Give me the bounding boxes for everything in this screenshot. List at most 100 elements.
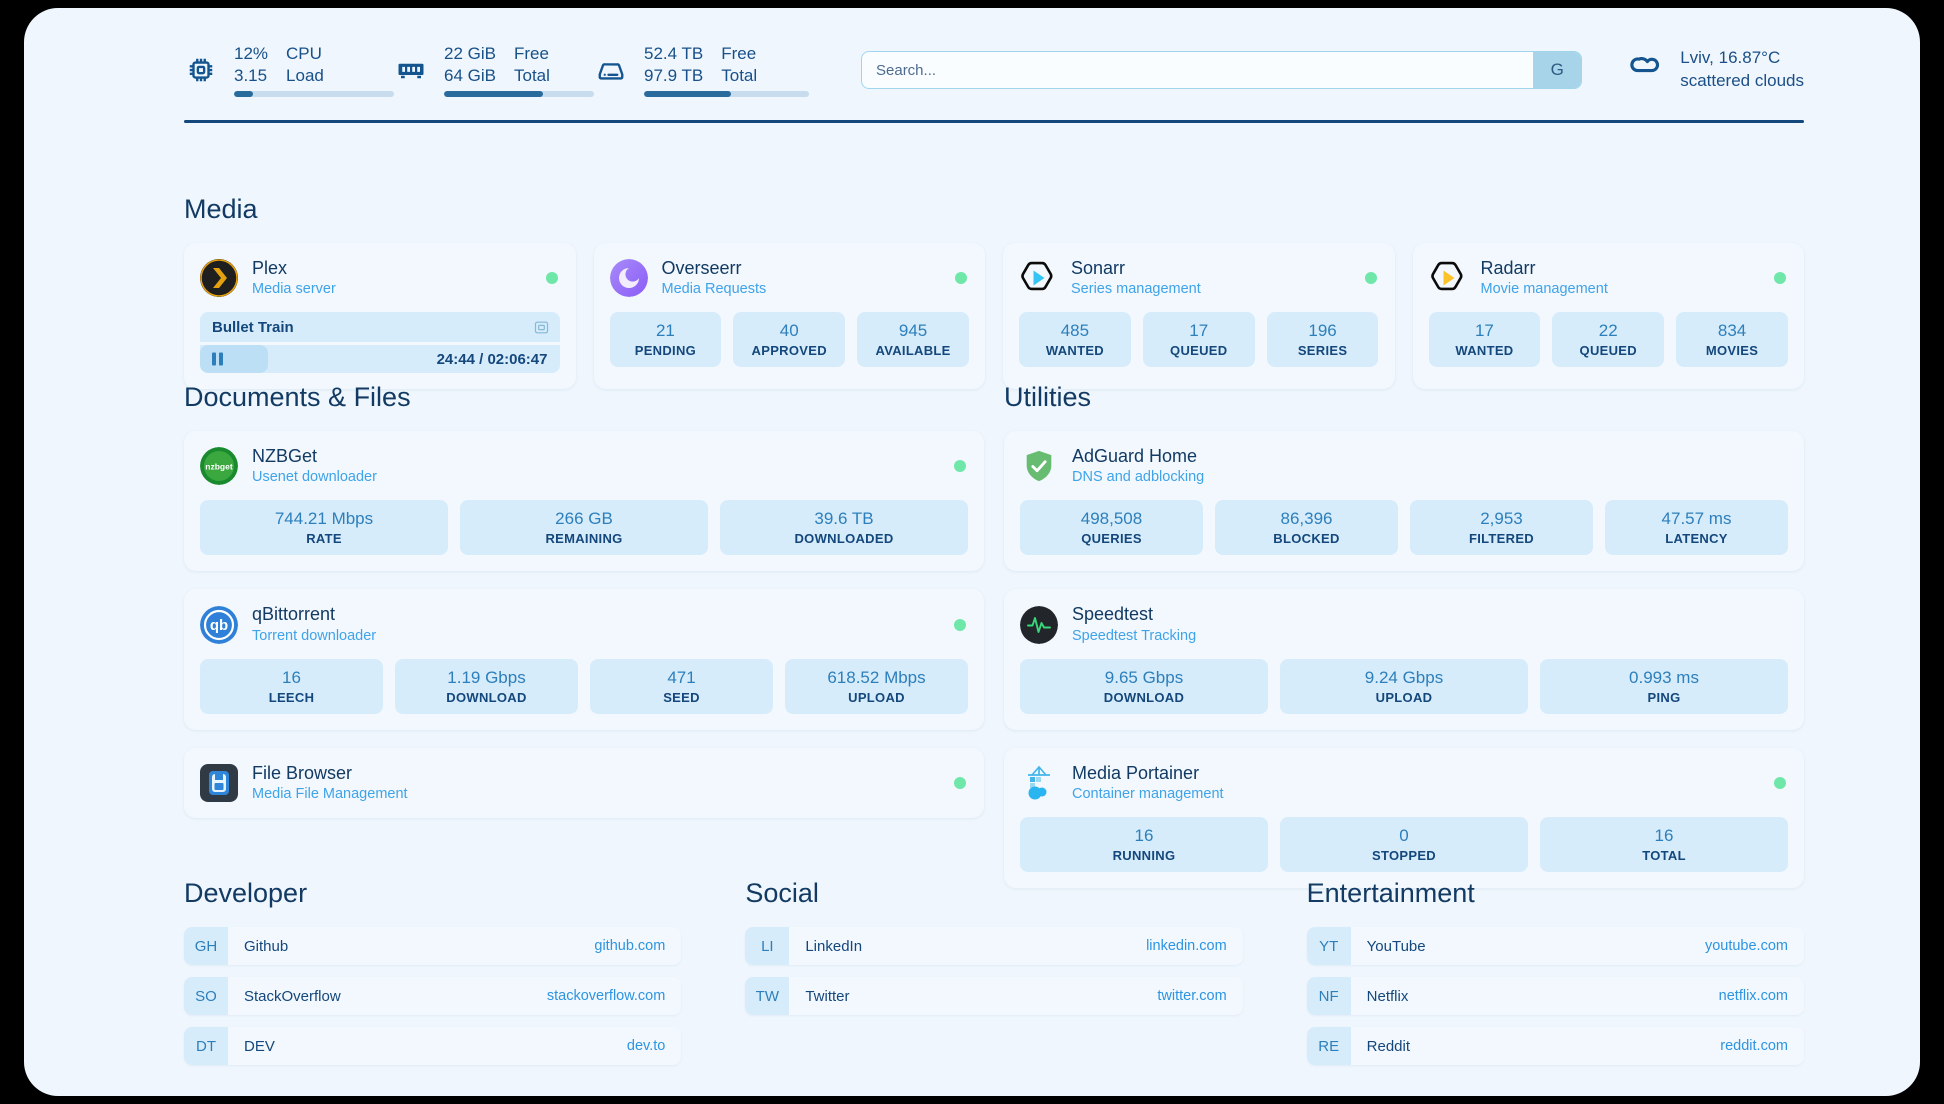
bookmark-item[interactable]: TW Twitter twitter.com: [745, 977, 1243, 1015]
card-subtitle: Torrent downloader: [252, 627, 377, 644]
card-title: qBittorrent: [252, 604, 336, 625]
bookmark-url[interactable]: youtube.com: [1704, 938, 1788, 954]
card-title: Radarr: [1480, 258, 1536, 278]
storage-progress-bar: [644, 90, 809, 97]
stat-box: 21 PENDING: [609, 312, 722, 368]
bookmark-url[interactable]: github.com: [594, 938, 666, 954]
memory-progress-bar: [444, 90, 594, 97]
service-card-sonarr[interactable]: Sonarr Series management 485 WANTED 17 Q…: [1003, 243, 1395, 390]
stat-value: 471: [667, 667, 696, 687]
stat-value: 744.21 Mbps: [274, 509, 374, 529]
pause-icon[interactable]: [212, 352, 223, 366]
stat-label: LEECH: [268, 689, 315, 705]
stat-value: 47.57 ms: [1661, 509, 1732, 529]
stat-label: DOWNLOAD: [1103, 689, 1185, 705]
stat-value: 266 GB: [555, 509, 613, 529]
utilities-section: Utilities AdGuard Home DNS and adblockin…: [1004, 382, 1804, 889]
bookmark-url[interactable]: reddit.com: [1720, 1038, 1788, 1054]
stat-box: 485 WANTED: [1019, 312, 1131, 368]
cast-icon[interactable]: [533, 319, 550, 336]
bookmark-item[interactable]: LI LinkedIn linkedin.com: [745, 927, 1243, 965]
stat-value: 0.993 ms: [1629, 667, 1699, 687]
stat-box: 2,953 FILTERED: [1410, 500, 1593, 556]
bookmark-url[interactable]: stackoverflow.com: [546, 988, 666, 1004]
bookmark-group-developer: Developer GH Github github.com SO StackO…: [184, 878, 682, 1077]
bookmark-item[interactable]: SO StackOverflow stackoverflow.com: [184, 977, 682, 1015]
stat-label: APPROVED: [751, 343, 827, 359]
bookmark-url[interactable]: dev.to: [626, 1038, 666, 1054]
status-dot-online: [1364, 272, 1377, 285]
plex-player[interactable]: Bullet Train 24:44 / 02:06:47: [200, 312, 560, 374]
cloud-icon: [1622, 49, 1664, 91]
search-input[interactable]: [862, 52, 1534, 88]
memory-label2: Total: [513, 65, 550, 85]
adguard-shield-icon: [1020, 447, 1058, 485]
stat-box: 0 STOPPED: [1280, 817, 1528, 873]
cpu-value2: 3.15: [234, 65, 268, 85]
card-subtitle: Media server: [252, 281, 336, 298]
service-card-qbittorrent[interactable]: qb qBittorrent Torrent downloader 16 LEE…: [184, 589, 984, 730]
service-card-media-portainer[interactable]: Media Portainer Container management 16 …: [1004, 747, 1804, 889]
stat-box: 17 WANTED: [1428, 312, 1541, 368]
stat-value: 1.19 Gbps: [447, 667, 526, 687]
search-box[interactable]: G: [861, 51, 1583, 89]
cpu-label2: Load: [286, 65, 324, 85]
media-section: Media Plex Media server: [184, 194, 1804, 390]
plex-icon: [200, 259, 238, 298]
card-subtitle: DNS and adblocking: [1072, 469, 1205, 486]
service-card-overseerr[interactable]: Overseerr Media Requests 21 PENDING 40 A…: [593, 243, 985, 390]
stat-label: WANTED: [1045, 343, 1104, 359]
bookmark-abbr: NF: [1306, 977, 1351, 1015]
speedtest-icon: [1020, 605, 1058, 644]
service-card-speedtest[interactable]: Speedtest Speedtest Tracking 9.65 Gbps D…: [1004, 589, 1804, 730]
bookmark-item[interactable]: NF Netflix netflix.com: [1306, 977, 1804, 1015]
cpu-progress-bar: [234, 90, 394, 97]
bookmark-group-social: Social LI LinkedIn linkedin.com TW Twitt…: [745, 878, 1243, 1077]
storage-label: Free: [721, 44, 757, 64]
bookmark-item[interactable]: YT YouTube youtube.com: [1306, 927, 1804, 965]
stat-label: RUNNING: [1112, 848, 1176, 864]
documents-section: Documents & Files nzbget NZBGet Usenet d…: [184, 382, 984, 819]
stat-label: SERIES: [1297, 343, 1348, 359]
stat-value: 16: [1134, 826, 1154, 846]
stat-box: 16 TOTAL: [1540, 817, 1788, 873]
bookmark-abbr: LI: [745, 927, 790, 965]
playback-progress-bar[interactable]: [200, 345, 269, 374]
bookmark-name: YouTube: [1366, 937, 1426, 955]
storage-value: 52.4 TB: [644, 44, 704, 64]
bookmark-item[interactable]: GH Github github.com: [184, 927, 682, 965]
service-card-adguard-home[interactable]: AdGuard Home DNS and adblocking 498,508 …: [1004, 431, 1804, 572]
search-submit-button[interactable]: G: [1533, 52, 1582, 88]
bookmark-url[interactable]: linkedin.com: [1146, 938, 1227, 954]
bookmark-url[interactable]: twitter.com: [1157, 988, 1227, 1004]
bookmark-item[interactable]: RE Reddit reddit.com: [1306, 1027, 1804, 1065]
bookmark-url[interactable]: netflix.com: [1718, 988, 1788, 1004]
card-title: AdGuard Home: [1072, 446, 1198, 466]
stat-box: 9.65 Gbps DOWNLOAD: [1020, 658, 1268, 714]
stat-label: LATENCY: [1665, 531, 1728, 547]
header-bar: 12% 3.15 CPU Load: [184, 34, 1804, 106]
card-title: NZBGet: [252, 446, 318, 466]
stat-box: 618.52 Mbps UPLOAD: [785, 658, 968, 714]
status-dot-online: [1774, 272, 1786, 285]
stat-value: 21: [655, 321, 675, 341]
memory-value2: 64 GiB: [444, 65, 496, 85]
stat-label: DOWNLOADED: [794, 531, 894, 547]
service-card-radarr[interactable]: Radarr Movie management 17 WANTED 22 QUE…: [1412, 243, 1804, 390]
bookmark-abbr: DT: [184, 1027, 228, 1065]
header-divider: [184, 120, 1804, 123]
bookmark-group-title: Developer: [184, 878, 308, 908]
weather-condition: scattered clouds: [1680, 71, 1804, 90]
card-title: Media Portainer: [1072, 762, 1200, 783]
playback-time: 24:44 / 02:06:47: [436, 350, 548, 368]
bookmark-item[interactable]: DT DEV dev.to: [184, 1027, 682, 1065]
card-subtitle: Container management: [1072, 786, 1224, 803]
card-title: File Browser: [252, 762, 353, 783]
svg-text:qb: qb: [210, 617, 228, 634]
service-card-nzbget[interactable]: nzbget NZBGet Usenet downloader 744.21 M…: [184, 431, 984, 572]
bookmark-group-title: Social: [745, 878, 819, 908]
bookmark-abbr: TW: [745, 977, 790, 1015]
bookmark-abbr: YT: [1306, 927, 1351, 965]
service-card-file-browser[interactable]: File Browser Media File Management: [184, 747, 984, 819]
service-card-plex[interactable]: Plex Media server Bullet Train: [184, 243, 576, 390]
